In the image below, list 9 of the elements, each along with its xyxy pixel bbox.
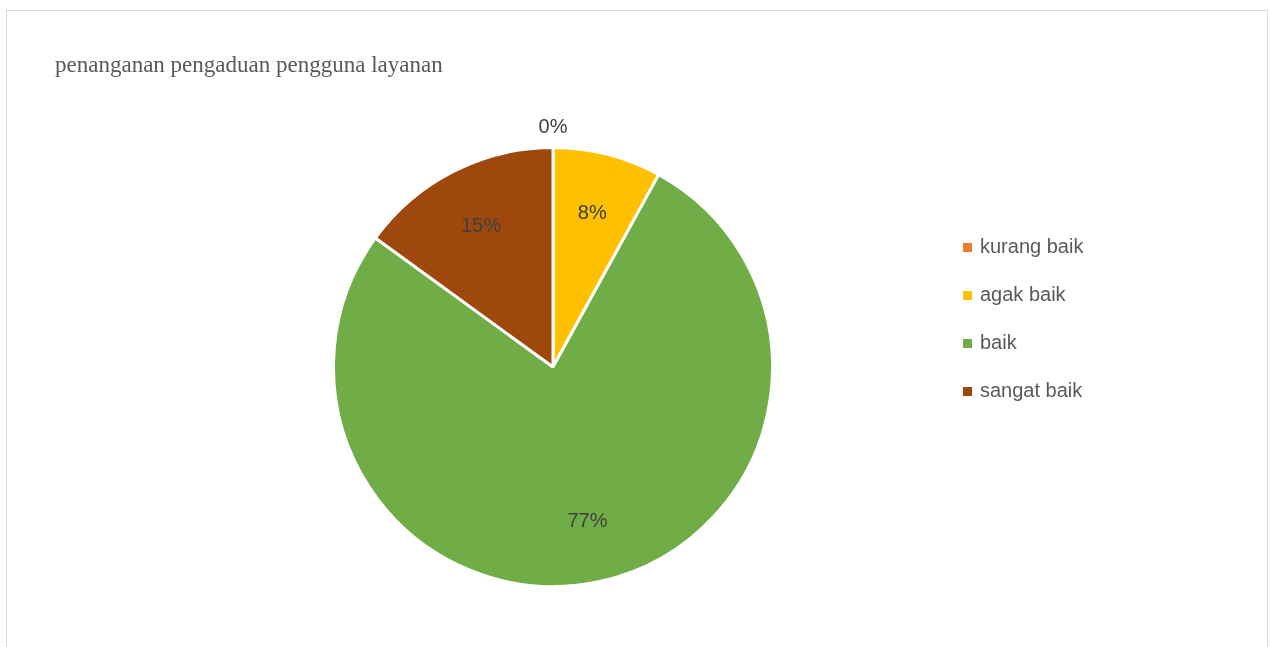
legend-label: baik (980, 331, 1017, 354)
legend-label: kurang baik (980, 235, 1084, 258)
legend-label: sangat baik (980, 379, 1083, 402)
legend-label: agak baik (980, 283, 1066, 306)
data-label: 8% (577, 201, 607, 224)
data-label: 77% (567, 508, 608, 531)
data-label: 15% (461, 213, 502, 236)
text: 0% (538, 115, 568, 138)
chart-title: penanganan pengaduan pengguna layanan (55, 52, 443, 78)
